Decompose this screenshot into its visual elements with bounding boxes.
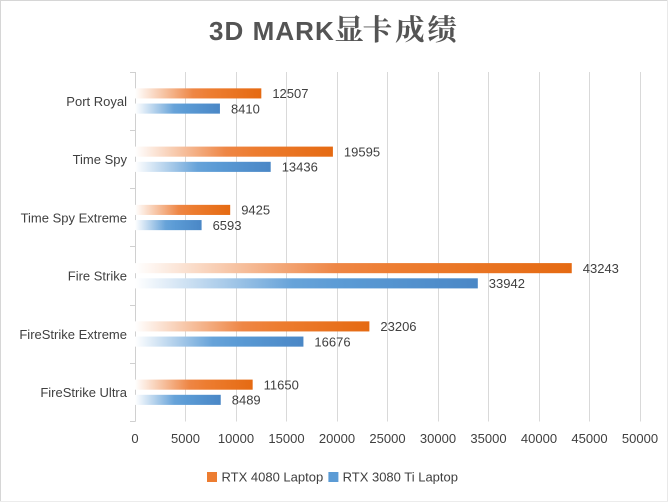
svg-text:9425: 9425	[241, 203, 270, 218]
svg-text:30000: 30000	[420, 431, 456, 446]
svg-text:RTX 4080 Laptop: RTX 4080 Laptop	[222, 470, 324, 485]
svg-text:40000: 40000	[521, 431, 557, 446]
svg-text:5000: 5000	[171, 431, 200, 446]
svg-text:45000: 45000	[571, 431, 607, 446]
svg-text:Fire Strike: Fire Strike	[68, 269, 127, 284]
svg-text:50000: 50000	[622, 431, 658, 446]
svg-text:35000: 35000	[470, 431, 506, 446]
svg-text:FireStrike Ultra: FireStrike Ultra	[40, 385, 127, 400]
svg-text:FireStrike Extreme: FireStrike Extreme	[19, 327, 127, 342]
svg-text:12507: 12507	[272, 86, 308, 101]
svg-text:20000: 20000	[319, 431, 355, 446]
svg-text:19595: 19595	[344, 144, 380, 159]
svg-text:Port Royal: Port Royal	[66, 94, 127, 109]
svg-text:10000: 10000	[218, 431, 254, 446]
svg-text:Time Spy: Time Spy	[73, 152, 128, 167]
svg-text:Time Spy Extreme: Time Spy Extreme	[21, 210, 127, 225]
svg-text:11650: 11650	[264, 377, 299, 392]
svg-text:8489: 8489	[232, 393, 261, 408]
svg-text:13436: 13436	[282, 160, 318, 175]
svg-text:RTX 3080 Ti Laptop: RTX 3080 Ti Laptop	[343, 470, 458, 485]
svg-text:0: 0	[131, 431, 138, 446]
svg-text:8410: 8410	[231, 101, 260, 116]
svg-text:6593: 6593	[213, 218, 242, 233]
svg-text:43243: 43243	[583, 261, 619, 276]
svg-text:16676: 16676	[314, 334, 350, 349]
svg-text:15000: 15000	[268, 431, 304, 446]
svg-text:33942: 33942	[489, 276, 525, 291]
svg-text:23206: 23206	[380, 319, 416, 334]
svg-text:3D MARK: 3D MARK	[209, 16, 335, 46]
svg-text:25000: 25000	[369, 431, 405, 446]
